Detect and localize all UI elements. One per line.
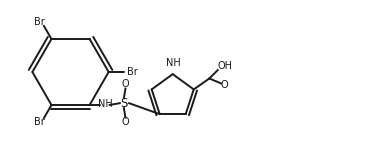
Text: O: O	[122, 117, 129, 127]
Text: O: O	[122, 79, 129, 89]
Text: OH: OH	[218, 61, 233, 71]
Text: O: O	[221, 80, 228, 90]
Text: Br: Br	[127, 67, 138, 77]
Text: S: S	[120, 97, 128, 110]
Text: NH: NH	[98, 99, 113, 109]
Text: Br: Br	[34, 117, 45, 127]
Text: Br: Br	[34, 17, 45, 27]
Text: NH: NH	[166, 58, 181, 68]
